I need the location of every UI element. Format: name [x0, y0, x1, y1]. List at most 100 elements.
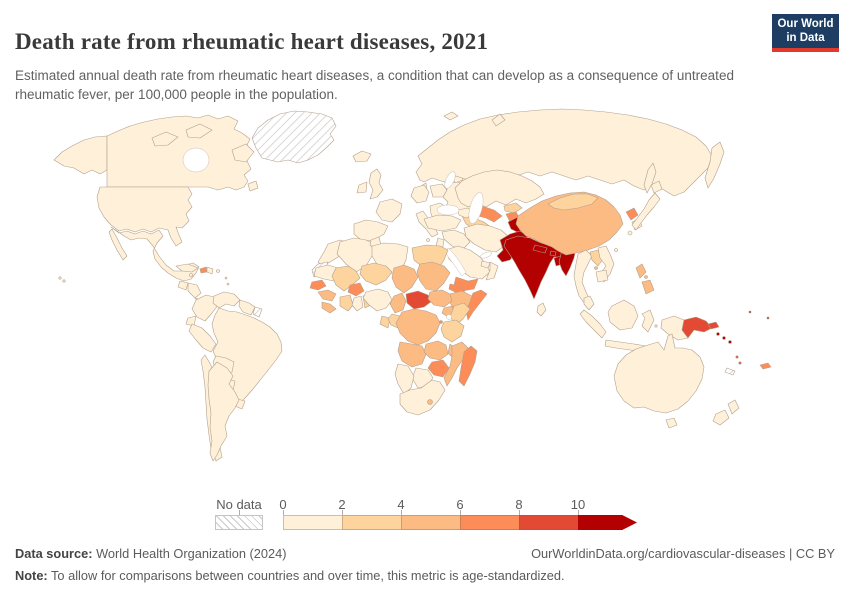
country-senegal[interactable]	[309, 279, 327, 291]
country-canada-arctic-island-1[interactable]	[151, 131, 179, 147]
country-lesotho[interactable]	[427, 399, 433, 405]
country-rwanda-burundi[interactable]	[439, 320, 443, 324]
legend-bucket-4-6[interactable]	[401, 515, 460, 530]
country-new-caledonia[interactable]	[724, 367, 736, 376]
country-zimbabwe[interactable]	[427, 359, 450, 378]
country-jamaica[interactable]	[189, 273, 193, 277]
country-guatemala[interactable]	[177, 280, 189, 291]
country-french-guiana[interactable]	[252, 306, 263, 318]
country-gabon[interactable]	[379, 315, 391, 329]
country-canada-newfoundland[interactable]	[247, 180, 259, 192]
country-hawaii-1[interactable]	[58, 276, 62, 280]
country-new-zealand-north[interactable]	[727, 399, 740, 415]
country-united-states[interactable]	[96, 186, 193, 247]
country-colombia[interactable]	[191, 294, 219, 322]
country-venezuela[interactable]	[212, 291, 241, 309]
country-novaya-zemlya[interactable]	[491, 113, 506, 127]
country-canada[interactable]	[106, 114, 253, 191]
country-honduras-nicaragua[interactable]	[187, 282, 202, 299]
country-tasmania[interactable]	[665, 417, 678, 429]
country-mozambique[interactable]	[443, 341, 469, 387]
legend-bucket-10-plus[interactable]	[578, 515, 637, 530]
footer-rights-link[interactable]: OurWorldinData.org/cardiovascular-diseas…	[531, 546, 835, 561]
country-chad[interactable]	[391, 264, 419, 294]
country-solomon-islands-1[interactable]	[716, 332, 720, 336]
country-lesser-antilles-1[interactable]	[224, 276, 228, 280]
country-puerto-rico[interactable]	[216, 269, 220, 273]
country-philippines-luzon[interactable]	[635, 263, 647, 279]
owid-logo[interactable]: Our World in Data	[772, 14, 839, 52]
country-new-zealand-south[interactable]	[712, 409, 730, 426]
country-iran[interactable]	[463, 223, 509, 253]
country-japan[interactable]	[631, 192, 661, 231]
country-niger[interactable]	[359, 262, 393, 286]
country-svalbard[interactable]	[443, 111, 459, 121]
country-philippines-mindanao[interactable]	[641, 279, 655, 295]
legend-bucket-0-2[interactable]	[283, 515, 342, 530]
country-ivory-coast[interactable]	[339, 294, 354, 312]
country-solomon-islands-3[interactable]	[728, 340, 732, 344]
country-indonesia-maluku[interactable]	[654, 324, 658, 328]
country-solomon-islands-2[interactable]	[722, 336, 726, 340]
country-fiji[interactable]	[759, 362, 772, 370]
country-sudan[interactable]	[416, 261, 451, 292]
country-hawaii-2[interactable]	[62, 279, 66, 283]
country-dominican-republic[interactable]	[206, 266, 214, 275]
country-democratic-republic-of-congo[interactable]	[395, 308, 441, 346]
legend-bucket-2-4[interactable]	[342, 515, 401, 530]
country-vanuatu-2[interactable]	[738, 361, 742, 365]
country-south-africa[interactable]	[399, 379, 446, 416]
country-zambia[interactable]	[423, 340, 449, 361]
country-kiribati-1[interactable]	[748, 310, 752, 314]
country-indonesia-sumatra[interactable]	[579, 309, 607, 339]
country-spain-portugal[interactable]	[353, 219, 389, 242]
country-germany[interactable]	[410, 184, 430, 204]
country-cambodia[interactable]	[595, 269, 609, 283]
country-turkey[interactable]	[423, 214, 462, 232]
country-japan-kyushu[interactable]	[627, 230, 633, 236]
country-haiti[interactable]	[199, 266, 208, 274]
country-nigeria[interactable]	[362, 288, 393, 312]
country-china[interactable]	[515, 191, 624, 256]
country-mongolia[interactable]	[547, 193, 599, 211]
country-algeria[interactable]	[336, 237, 375, 273]
country-central-african-republic[interactable]	[405, 290, 433, 310]
country-malaysia[interactable]	[583, 295, 595, 311]
country-uae[interactable]	[480, 260, 491, 269]
country-hainan[interactable]	[594, 266, 598, 270]
country-madagascar[interactable]	[458, 345, 478, 387]
country-bhutan[interactable]	[549, 250, 557, 257]
country-ireland[interactable]	[356, 181, 368, 194]
country-somalia[interactable]	[465, 289, 488, 321]
country-russia-sakhalin[interactable]	[643, 162, 657, 194]
country-sicily[interactable]	[426, 238, 430, 242]
country-mexico-baja[interactable]	[108, 228, 128, 261]
country-indonesia-sulawesi[interactable]	[641, 309, 655, 333]
country-lesser-antilles-2[interactable]	[226, 282, 230, 286]
country-sri-lanka[interactable]	[536, 302, 547, 317]
country-oman[interactable]	[485, 261, 499, 281]
country-burkina-faso[interactable]	[347, 282, 365, 297]
country-tanzania[interactable]	[440, 319, 465, 343]
country-greenland[interactable]	[251, 110, 337, 164]
country-vanuatu-1[interactable]	[735, 355, 739, 359]
country-guinea[interactable]	[317, 289, 337, 302]
country-mexico[interactable]	[110, 226, 200, 282]
country-philippines-visayas[interactable]	[644, 275, 648, 279]
legend-bucket-8-10[interactable]	[519, 515, 578, 530]
country-france[interactable]	[375, 198, 403, 223]
country-iraq-syria[interactable]	[441, 229, 471, 251]
country-cuba[interactable]	[175, 263, 199, 273]
country-cameroon[interactable]	[389, 292, 407, 314]
country-kyrgyzstan[interactable]	[503, 202, 523, 214]
country-japan-hokkaido[interactable]	[650, 180, 663, 194]
country-north-korea[interactable]	[625, 207, 639, 221]
country-argentina[interactable]	[207, 361, 240, 462]
country-russia-kamchatka[interactable]	[704, 141, 725, 189]
country-south-sudan[interactable]	[427, 289, 453, 308]
country-guyana-suriname[interactable]	[238, 299, 256, 316]
country-nepal[interactable]	[532, 244, 548, 254]
legend-no-data-swatch[interactable]	[215, 515, 263, 530]
legend-bucket-6-8[interactable]	[460, 515, 519, 530]
country-ghana[interactable]	[351, 295, 364, 312]
